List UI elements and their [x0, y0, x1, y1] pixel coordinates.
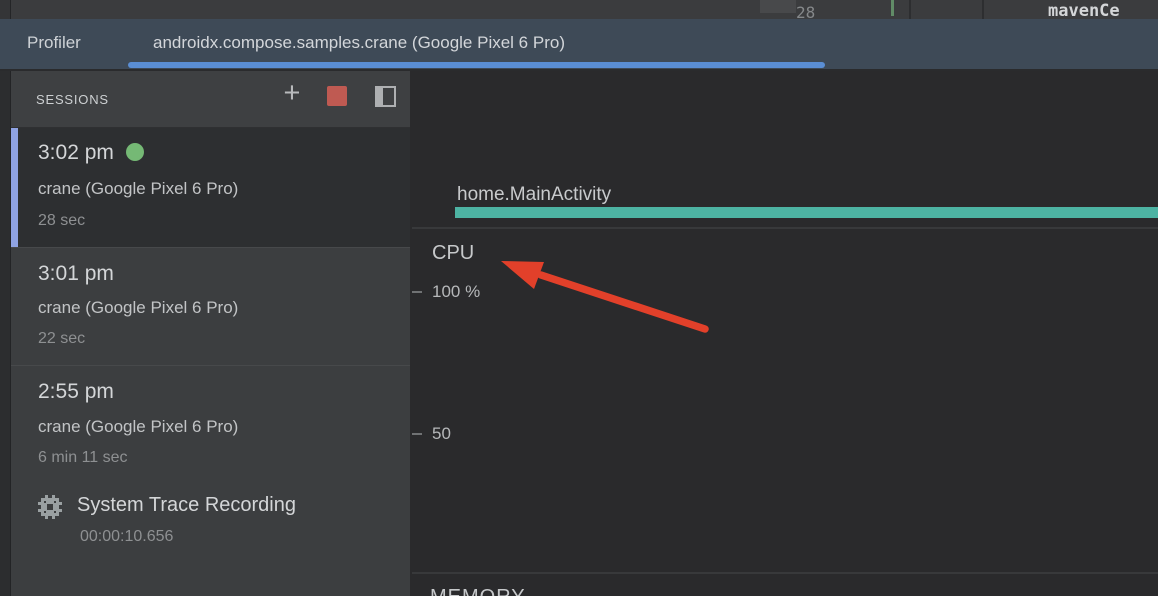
- live-session-dot: [125, 143, 144, 161]
- window-edge: [0, 0, 11, 19]
- background-editor-strip: 28 mavenCe: [0, 0, 1158, 19]
- recording-label: System Trace Recording: [77, 494, 296, 516]
- stop-recording-icon[interactable]: [327, 86, 347, 106]
- session-duration: 28 sec: [38, 212, 86, 229]
- track-divider: [412, 572, 1158, 574]
- editor-change-marker: [891, 0, 894, 16]
- session-time: 2:55 pm: [38, 380, 114, 403]
- split-panel-icon[interactable]: [375, 86, 396, 107]
- editor-scroll-block: [760, 0, 796, 13]
- axis-tick-label-100: 100 %: [432, 282, 481, 301]
- editor-line-number: 28: [796, 3, 816, 19]
- sessions-title: SESSIONS: [36, 92, 109, 107]
- memory-track-label: MEMORY: [430, 586, 526, 596]
- session-list: 3:02 pm crane (Google Pixel 6 Pro) 28 se…: [11, 128, 410, 596]
- add-session-icon[interactable]: +: [283, 77, 301, 109]
- axis-tick-mark: [412, 433, 422, 435]
- session-time: 3:01 pm: [38, 262, 114, 285]
- axis-tick-label-50: 50: [432, 424, 451, 443]
- tab-session-active[interactable]: androidx.compose.samples.crane (Google P…: [153, 33, 565, 52]
- tab-profiler[interactable]: Profiler: [27, 33, 81, 52]
- tool-window-edge: [0, 71, 11, 596]
- editor-guide-line: [982, 0, 984, 19]
- session-duration: 22 sec: [38, 330, 86, 347]
- cpu-chip-icon: [38, 495, 62, 519]
- recording-timestamp: 00:00:10.656: [80, 528, 174, 545]
- session-time: 3:02 pm: [38, 141, 144, 165]
- active-tab-underline: [128, 62, 825, 68]
- activity-label: home.MainActivity: [457, 184, 612, 205]
- profiler-chart-pane: home.MainActivity CPU 100 % 50 MEMORY: [412, 71, 1158, 596]
- session-duration: 6 min 11 sec: [38, 449, 128, 466]
- session-item-255pm[interactable]: 2:55 pm crane (Google Pixel 6 Pro) 6 min…: [11, 366, 410, 596]
- editor-code-text: mavenCe: [1048, 1, 1120, 19]
- activity-timeline-bar[interactable]: [455, 207, 1158, 218]
- session-device: crane (Google Pixel 6 Pro): [38, 179, 239, 198]
- axis-tick-mark: [412, 291, 422, 293]
- editor-gutter-divider: [909, 0, 911, 19]
- sessions-header: SESSIONS +: [11, 71, 410, 128]
- session-device: crane (Google Pixel 6 Pro): [38, 417, 239, 436]
- system-trace-recording-row[interactable]: System Trace Recording 00:00:10.656: [11, 490, 410, 556]
- selected-session-stripe: [11, 128, 18, 247]
- session-device: crane (Google Pixel 6 Pro): [38, 298, 239, 317]
- cpu-track-label: CPU: [432, 242, 475, 264]
- track-divider: [412, 227, 1158, 229]
- profiler-tab-bar: Profiler androidx.compose.samples.crane …: [0, 19, 1158, 71]
- session-item-302pm[interactable]: 3:02 pm crane (Google Pixel 6 Pro) 28 se…: [11, 128, 410, 248]
- session-item-301pm[interactable]: 3:01 pm crane (Google Pixel 6 Pro) 22 se…: [11, 248, 410, 366]
